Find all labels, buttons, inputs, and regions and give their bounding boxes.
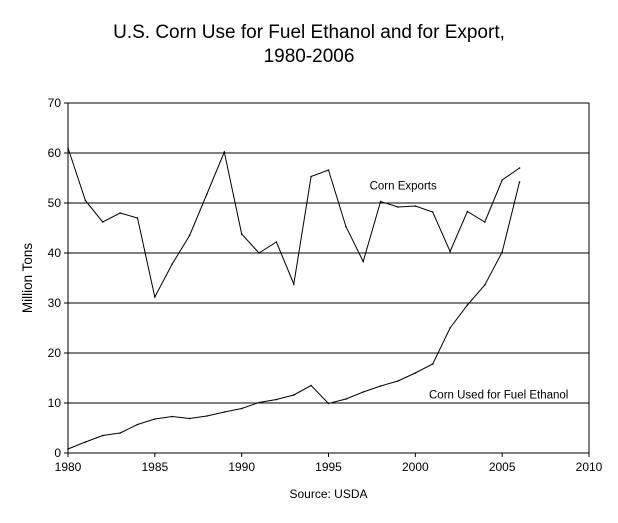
data-point: [310, 384, 312, 387]
data-point: [119, 432, 121, 434]
x-tick-label: 1995: [315, 460, 342, 474]
data-point: [223, 411, 226, 413]
data-point: [84, 441, 87, 443]
data-point: [327, 169, 330, 171]
data-point: [67, 147, 69, 149]
data-point: [327, 402, 330, 405]
data-point: [466, 210, 469, 213]
data-point: [518, 167, 521, 169]
data-point: [431, 363, 434, 365]
x-tick-label: 2010: [576, 460, 603, 474]
data-point: [466, 304, 469, 306]
chart-title: U.S. Corn Use for Fuel Ethanol and for E…: [113, 22, 505, 43]
y-tick-label: 60: [48, 146, 62, 160]
series-lines: [67, 147, 521, 450]
data-point: [362, 260, 365, 263]
y-tick-label: 20: [48, 346, 62, 360]
series-line-1: [67, 181, 520, 450]
data-point: [484, 284, 486, 286]
data-point: [501, 251, 503, 253]
data-point: [501, 179, 503, 181]
data-point: [379, 385, 382, 387]
data-point: [275, 398, 278, 401]
data-point: [188, 234, 191, 237]
data-point: [258, 401, 260, 404]
data-point: [136, 217, 139, 219]
x-tick-label: 2000: [402, 460, 429, 474]
data-point: [518, 181, 521, 183]
x-axis-ticks: 1980 1985 1990 1995 2000 2005 2010: [55, 453, 603, 474]
data-point: [240, 233, 243, 235]
data-point: [345, 398, 347, 400]
data-point: [223, 151, 226, 153]
y-tick-label: 10: [48, 396, 62, 410]
data-point: [345, 225, 347, 228]
x-tick-label: 1990: [228, 460, 255, 474]
data-point: [101, 221, 104, 223]
y-tick-label: 0: [54, 446, 61, 460]
source-note: Source: USDA: [289, 487, 367, 501]
data-point: [310, 175, 312, 178]
data-point: [67, 448, 69, 450]
data-point: [275, 241, 278, 243]
chart-subtitle: 1980-2006: [263, 46, 355, 67]
y-axis-ticks: 0 10 20 30 40 50 60 70: [48, 96, 68, 460]
data-point: [171, 415, 173, 418]
data-point: [101, 434, 104, 437]
y-tick-label: 70: [48, 96, 62, 110]
data-point: [397, 380, 399, 382]
gridlines: [68, 152, 589, 404]
data-point: [188, 417, 191, 420]
data-point: [154, 418, 156, 420]
y-tick-label: 40: [48, 246, 62, 260]
data-point: [449, 250, 451, 253]
data-point: [431, 211, 434, 213]
data-point: [136, 423, 139, 426]
data-point: [206, 193, 208, 195]
data-point: [397, 206, 399, 208]
series-annotation: Corn Used for Fuel Ethanol: [429, 390, 568, 402]
y-tick-label: 30: [48, 296, 62, 310]
data-point: [240, 407, 243, 410]
x-tick-label: 1985: [141, 460, 168, 474]
y-tick-label: 50: [48, 196, 62, 210]
y-axis-label: Million Tons: [20, 243, 35, 314]
series-line-0: [67, 147, 520, 299]
data-point: [119, 212, 121, 214]
data-point: [292, 283, 295, 285]
annotations: Corn Exports Corn Used for Fuel Ethanol: [370, 181, 569, 402]
series-annotation: Corn Exports: [370, 181, 437, 193]
data-point: [484, 221, 486, 223]
data-point: [206, 415, 208, 417]
data-point: [414, 372, 417, 374]
data-point: [379, 200, 382, 203]
data-point: [414, 205, 417, 207]
data-point: [292, 394, 295, 396]
x-tick-label: 1980: [55, 460, 82, 474]
data-point: [154, 296, 156, 298]
data-point: [258, 252, 260, 254]
data-point: [362, 391, 365, 393]
x-tick-label: 2005: [489, 460, 516, 474]
data-point: [449, 327, 451, 329]
data-point: [171, 263, 173, 265]
data-point: [84, 199, 87, 202]
